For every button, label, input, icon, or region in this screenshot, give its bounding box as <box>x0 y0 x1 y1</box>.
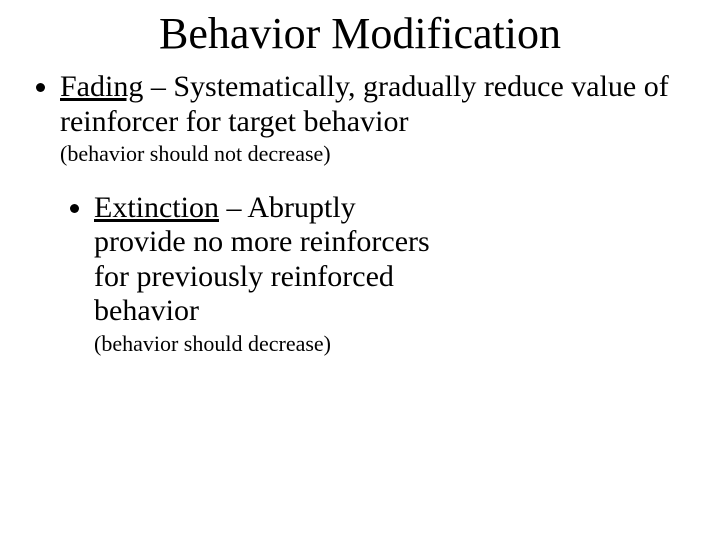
slide-title: Behavior Modification <box>30 10 690 58</box>
definition-fading: – Systematically, gradually reduce value… <box>60 70 669 138</box>
bullet-item-fading: Fading – Systematically, gradually reduc… <box>60 70 690 356</box>
note-extinction: (behavior should decrease) <box>94 331 434 356</box>
bullet-list-level1: Fading – Systematically, gradually reduc… <box>30 70 690 356</box>
note-fading: (behavior should not decrease) <box>60 141 690 166</box>
bullet-item-extinction: Extinction – Abruptly provide no more re… <box>94 191 434 356</box>
bullet-list-level2: Extinction – Abruptly provide no more re… <box>60 191 434 356</box>
slide-container: Behavior Modification Fading – Systemati… <box>0 0 720 540</box>
term-extinction: Extinction <box>94 191 219 224</box>
term-fading: Fading <box>60 70 143 103</box>
